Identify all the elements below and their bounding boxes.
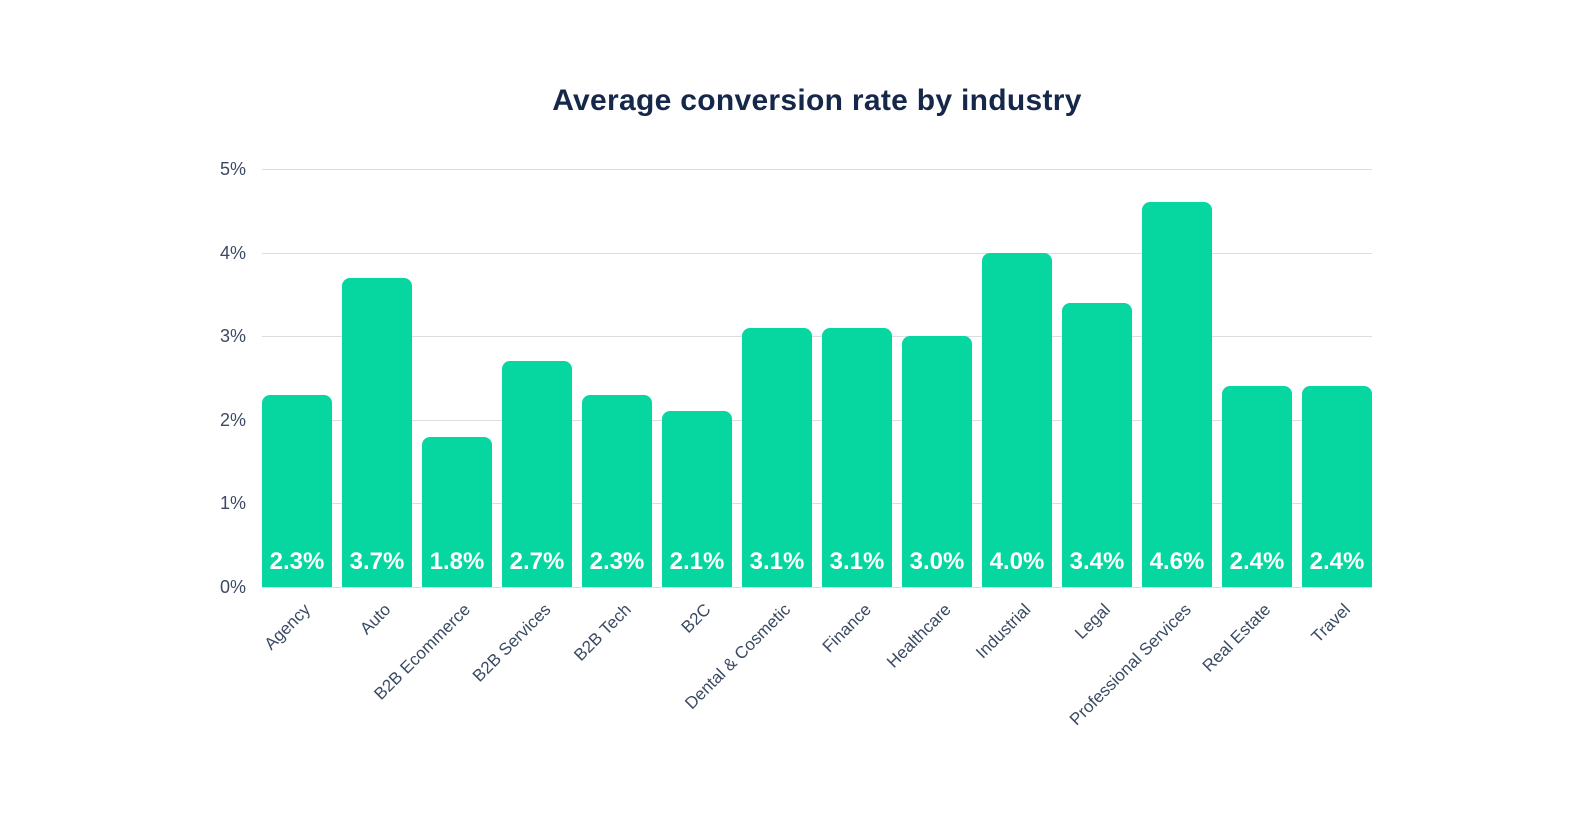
bar-b2b-tech: 2.3%: [582, 394, 652, 587]
gridline-3: [262, 336, 1372, 338]
bar-agency: 2.3%: [262, 394, 332, 587]
bar-healthcare: 3.0%: [902, 336, 972, 587]
bar-auto: 3.7%: [342, 277, 412, 587]
gridline-2: [262, 419, 1372, 421]
bar-value-label-b2b-tech: 2.3%: [589, 548, 645, 575]
x-tick-label-b2b-tech: B2B Tech: [569, 600, 635, 665]
bar-value-label-travel: 2.4%: [1309, 548, 1365, 575]
gridline-1: [262, 503, 1372, 505]
bar-value-label-finance: 3.1%: [829, 548, 885, 575]
bar-value-label-legal: 3.4%: [1069, 548, 1125, 575]
x-tick-label-finance: Finance: [818, 600, 875, 657]
bar-value-label-dental-cosmetic: 3.1%: [749, 548, 805, 575]
bar-real-estate: 2.4%: [1222, 386, 1292, 587]
bar-value-label-auto: 3.7%: [349, 548, 405, 575]
y-tick-label-3: 3%: [219, 326, 246, 347]
plot-area: 0% 1% 2% 3% 4% 5% 2.3% 3.7% 1.8% 2.7% 2.3% 2.1% 3.1…: [220, 160, 1372, 729]
bar-dental-cosmetic: 3.1%: [742, 327, 812, 587]
bar-value-label-agency: 2.3%: [269, 548, 325, 575]
x-tick-label-healthcare: Healthcare: [882, 600, 955, 672]
x-tick-label-real-estate: Real Estate: [1198, 600, 1275, 676]
bar-finance: 3.1%: [822, 327, 892, 587]
bar-b2c: 2.1%: [662, 411, 732, 587]
bar-value-label-b2c: 2.1%: [669, 548, 725, 575]
bar-b2b-ecommerce: 1.8%: [422, 436, 492, 587]
x-tick-label-b2c: B2C: [677, 600, 715, 637]
bar-value-label-b2b-services: 2.7%: [509, 548, 565, 575]
bar-industrial: 4.0%: [982, 252, 1052, 587]
x-tick-label-agency: Agency: [260, 600, 315, 654]
bar-legal: 3.4%: [1062, 302, 1132, 587]
bar-value-label-real-estate: 2.4%: [1229, 548, 1285, 575]
x-tick-label-b2b-services: B2B Services: [468, 600, 555, 686]
x-tick-label-travel: Travel: [1308, 600, 1355, 647]
gridline-5: [262, 169, 1372, 170]
bar-value-label-healthcare: 3.0%: [909, 548, 965, 575]
x-tick-label-auto: Auto: [356, 600, 395, 639]
y-tick-label-5: 5%: [219, 159, 246, 179]
bar-value-label-b2b-ecommerce: 1.8%: [429, 548, 485, 575]
gridline-4: [262, 252, 1372, 254]
bar-professional-services: 4.6%: [1142, 202, 1212, 587]
bar-value-label-professional-services: 4.6%: [1149, 548, 1205, 575]
y-tick-label-2: 2%: [219, 409, 246, 430]
bar-value-label-industrial: 4.0%: [989, 548, 1045, 575]
bars: 2.3% 3.7% 1.8% 2.7% 2.3% 2.1% 3.1% 3.1% 3.0% 4.0%…: [262, 169, 1372, 587]
y-tick-label-1: 1%: [219, 493, 246, 514]
gridline-0: [262, 587, 1372, 588]
y-tick-label-4: 4%: [219, 242, 246, 263]
bar-travel: 2.4%: [1302, 386, 1372, 587]
y-tick-label-0: 0%: [219, 577, 246, 597]
chart-title: Average conversion rate by industry: [552, 84, 1082, 117]
x-tick-label-industrial: Industrial: [972, 600, 1035, 663]
bar-b2b-services: 2.7%: [502, 361, 572, 587]
x-tick-label-legal: Legal: [1071, 600, 1115, 643]
